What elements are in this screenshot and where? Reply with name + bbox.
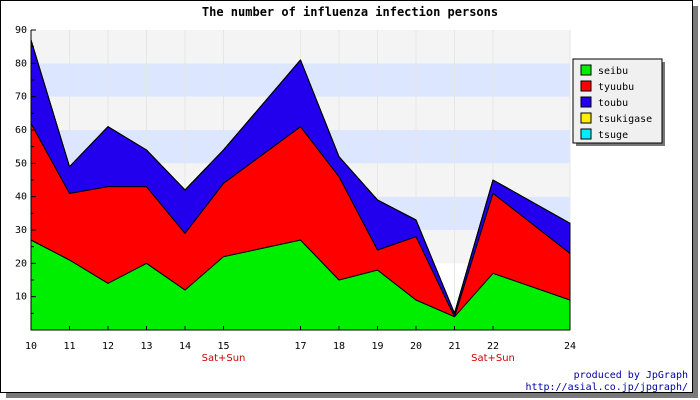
frame-shadow-bottom <box>6 393 698 398</box>
x-tick-label: 18 <box>333 341 345 352</box>
x-tick-label: 10 <box>25 341 37 352</box>
y-tick-label: 70 <box>15 92 27 103</box>
x-tick-label: 15 <box>217 341 229 352</box>
axes-group <box>30 29 571 331</box>
x-tick-label: 13 <box>140 341 152 352</box>
legend-label-tsukigase: tsukigase <box>598 114 652 125</box>
x-tick-label: 21 <box>448 341 460 352</box>
legend-label-tyuubu: tyuubu <box>598 82 634 93</box>
legend-swatch-tsuge <box>580 128 592 140</box>
y-tick-label: 40 <box>15 192 27 203</box>
x-tick-label: 11 <box>63 341 75 352</box>
x-tick-sublabel: Sat+Sun <box>202 353 246 364</box>
x-tick-label: 17 <box>294 341 306 352</box>
area-series-tsuge <box>30 39 571 314</box>
y-tick-label: 80 <box>15 58 27 69</box>
legend-label-seibu: seibu <box>598 66 628 77</box>
legend-label-toubu: toubu <box>598 98 628 109</box>
legend-swatch-tyuubu <box>580 80 592 92</box>
legend-swatch-toubu <box>580 96 592 108</box>
credit-link[interactable]: http://asial.co.jp/jpgraph/ <box>525 382 688 393</box>
y-tick-label: 60 <box>15 125 27 136</box>
area-series-group <box>30 39 571 331</box>
y-tick-label: 50 <box>15 158 27 169</box>
y-tick-label: 20 <box>15 258 27 269</box>
legend: seibu tyuubu toubu tsukigase tsuge <box>572 58 665 146</box>
x-tick-sublabel: Sat+Sun <box>471 353 515 364</box>
credit-line-1: produced by JpGraph <box>574 370 688 381</box>
chart-title: The number of influenza infection person… <box>202 5 498 19</box>
frame-shadow-right <box>693 6 698 398</box>
y-tick-label: 30 <box>15 225 27 236</box>
x-tick-label: 14 <box>179 341 191 352</box>
legend-swatch-tsukigase <box>580 112 592 124</box>
y-tick-label: 10 <box>15 292 27 303</box>
x-tick-label: 22 <box>487 341 499 352</box>
legend-swatch-seibu <box>580 64 592 76</box>
legend-label-tsuge: tsuge <box>598 130 628 141</box>
x-tick-label: 19 <box>371 341 383 352</box>
y-tick-label: 90 <box>15 25 27 36</box>
x-tick-label: 24 <box>564 341 576 352</box>
x-tick-label: 20 <box>410 341 422 352</box>
x-tick-label: 12 <box>102 341 114 352</box>
